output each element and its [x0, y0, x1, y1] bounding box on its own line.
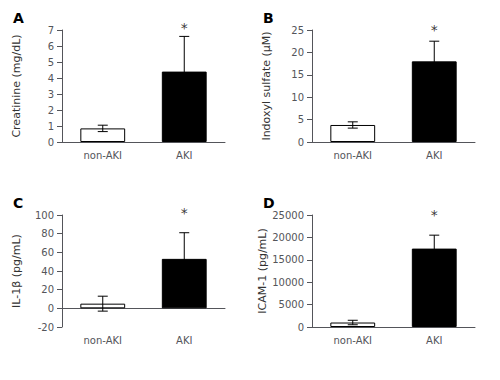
svg-text:AKI: AKI — [176, 150, 192, 161]
svg-text:25000: 25000 — [272, 210, 304, 221]
svg-text:C: C — [13, 195, 23, 211]
svg-text:15: 15 — [291, 69, 304, 80]
svg-text:4: 4 — [48, 73, 54, 84]
svg-text:20: 20 — [41, 284, 54, 295]
svg-text:0: 0 — [48, 137, 54, 148]
svg-text:5: 5 — [298, 114, 304, 125]
svg-text:*: * — [431, 22, 438, 38]
svg-text:*: * — [181, 20, 188, 36]
svg-text:1: 1 — [48, 121, 54, 132]
svg-text:non-AKI: non-AKI — [83, 335, 122, 346]
svg-text:7: 7 — [48, 25, 54, 36]
svg-text:non-AKI: non-AKI — [83, 150, 122, 161]
svg-text:60: 60 — [41, 247, 54, 258]
svg-text:non-AKI: non-AKI — [333, 150, 372, 161]
svg-text:AKI: AKI — [426, 335, 442, 346]
svg-text:10000: 10000 — [272, 277, 304, 288]
svg-text:10: 10 — [291, 92, 304, 103]
svg-text:ICAM-1 (pg/mL): ICAM-1 (pg/mL) — [256, 228, 269, 314]
svg-text:non-AKI: non-AKI — [333, 335, 372, 346]
svg-text:80: 80 — [41, 228, 54, 239]
svg-text:*: * — [181, 205, 188, 221]
svg-text:5: 5 — [48, 57, 54, 68]
svg-text:0: 0 — [298, 137, 304, 148]
svg-text:Indoxyl sulfate (μM): Indoxyl sulfate (μM) — [260, 31, 273, 140]
svg-text:40: 40 — [41, 266, 54, 277]
svg-text:IL-1β (pg/mL): IL-1β (pg/mL) — [10, 234, 23, 308]
svg-text:2: 2 — [48, 105, 54, 116]
svg-text:20000: 20000 — [272, 232, 304, 243]
svg-text:*: * — [431, 207, 438, 223]
svg-text:6: 6 — [48, 41, 54, 52]
svg-text:D: D — [263, 195, 275, 211]
svg-text:B: B — [263, 10, 274, 26]
svg-text:-20: -20 — [38, 322, 54, 333]
svg-text:15000: 15000 — [272, 254, 304, 265]
svg-text:AKI: AKI — [426, 150, 442, 161]
svg-text:25: 25 — [291, 25, 304, 36]
svg-text:3: 3 — [48, 89, 54, 100]
svg-text:0: 0 — [298, 322, 304, 333]
svg-text:20: 20 — [291, 47, 304, 58]
svg-text:5000: 5000 — [279, 299, 304, 310]
svg-text:AKI: AKI — [176, 335, 192, 346]
svg-text:0: 0 — [48, 303, 54, 314]
svg-text:A: A — [13, 10, 24, 26]
svg-text:100: 100 — [35, 210, 54, 221]
svg-text:Creatinine (mg/dL): Creatinine (mg/dL) — [10, 34, 23, 137]
